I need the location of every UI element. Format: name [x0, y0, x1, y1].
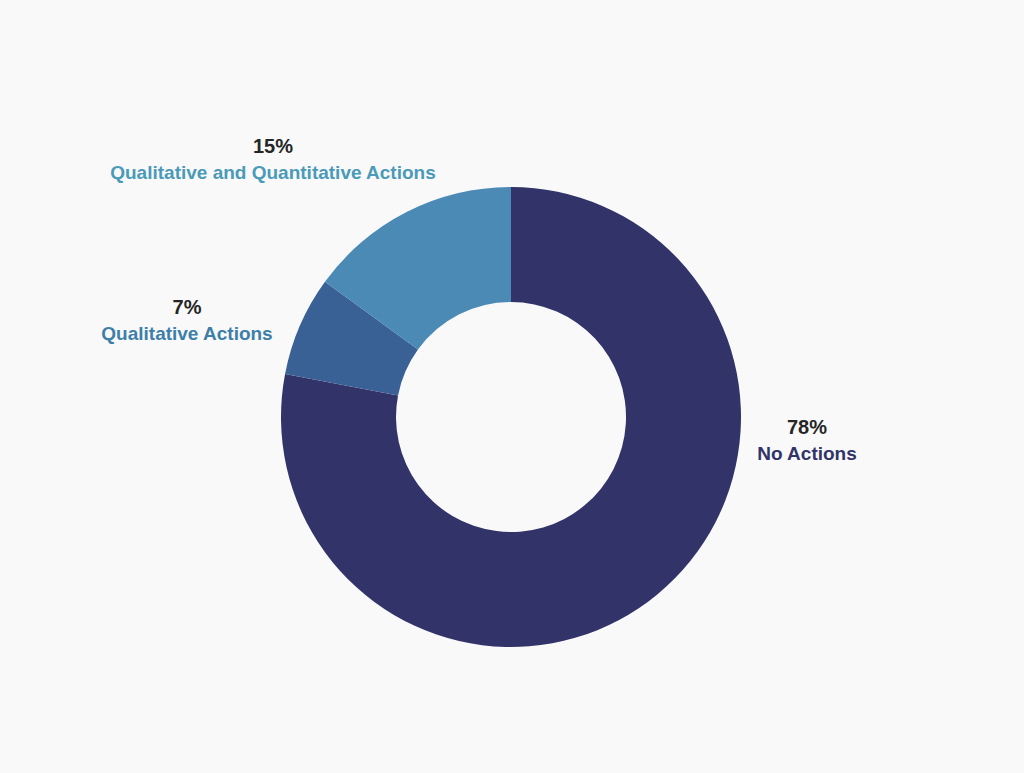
slice — [281, 187, 741, 647]
value-label: 78% — [787, 416, 827, 438]
slices — [281, 187, 741, 647]
value-label: 7% — [173, 296, 202, 318]
background — [0, 0, 1024, 773]
value-label: 15% — [253, 135, 293, 157]
category-label: Qualitative and Quantitative Actions — [110, 162, 436, 183]
slice — [325, 187, 511, 349]
category-label: Qualitative Actions — [101, 323, 272, 344]
chart: 78% No Actions 7% Qualitative Actions 15% Qua… — [0, 0, 1024, 773]
category-label: No Actions — [757, 443, 857, 464]
